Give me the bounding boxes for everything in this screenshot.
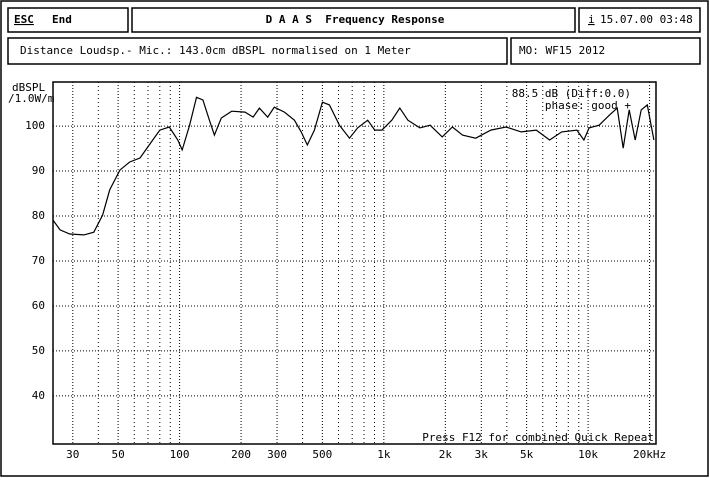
annotation: phase: good + <box>545 99 631 112</box>
x-tick-label: 2k <box>439 448 453 461</box>
plot-area <box>52 81 657 445</box>
distance: Distance Loudsp.- Mic.: 143.0cm dBSPL no… <box>20 44 411 57</box>
x-tick-label: 500 <box>312 448 332 461</box>
y-tick-label: 60 <box>32 299 45 312</box>
x-tick-label: 200 <box>231 448 251 461</box>
y-tick-label: 50 <box>32 344 45 357</box>
y-tick-label: 90 <box>32 164 45 177</box>
y-axis-label: /1.0W/m <box>8 92 55 105</box>
plot: 40 50 60 70 80 90 100 30 50 100 200 300 500 1k 2k 3k 5k 1… <box>8 81 666 461</box>
title: D A A S Frequency Response <box>266 13 445 26</box>
y-axis-label: dBSPL <box>12 81 45 94</box>
x-tick-label: 20kHz <box>633 448 666 461</box>
distance-box <box>7 37 508 65</box>
x-tick-label: 5k <box>520 448 534 461</box>
annotation: 88.5 dB (Diff:0.0) <box>512 87 631 100</box>
x-tick-label: 100 <box>170 448 190 461</box>
model: MO: WF15 2012 <box>519 44 605 57</box>
x-tick-label: 300 <box>267 448 287 461</box>
model-box <box>510 37 701 65</box>
y-tick-label: 80 <box>32 209 45 222</box>
esc-key[interactable]: ESC <box>14 13 34 26</box>
x-tick-label: 30 <box>66 448 79 461</box>
x-tick-label: 10k <box>578 448 598 461</box>
x-tick-label: 3k <box>475 448 489 461</box>
x-tick-label: 50 <box>111 448 124 461</box>
response-curve <box>52 96 655 236</box>
datetime: 15.07.00 03:48 <box>600 13 693 26</box>
x-tick-label: 1k <box>377 448 391 461</box>
esc-box[interactable] <box>7 7 129 33</box>
y-tick-label: 70 <box>32 254 45 267</box>
y-tick-label: 40 <box>32 389 45 402</box>
y-tick-label: 100 <box>25 119 45 132</box>
date-box <box>578 7 701 33</box>
info-key[interactable]: i <box>588 13 595 26</box>
title-box <box>131 7 576 33</box>
footer-hint: Press F12 for combined Quick Repeat <box>422 431 654 444</box>
end-label[interactable]: End <box>52 13 72 26</box>
